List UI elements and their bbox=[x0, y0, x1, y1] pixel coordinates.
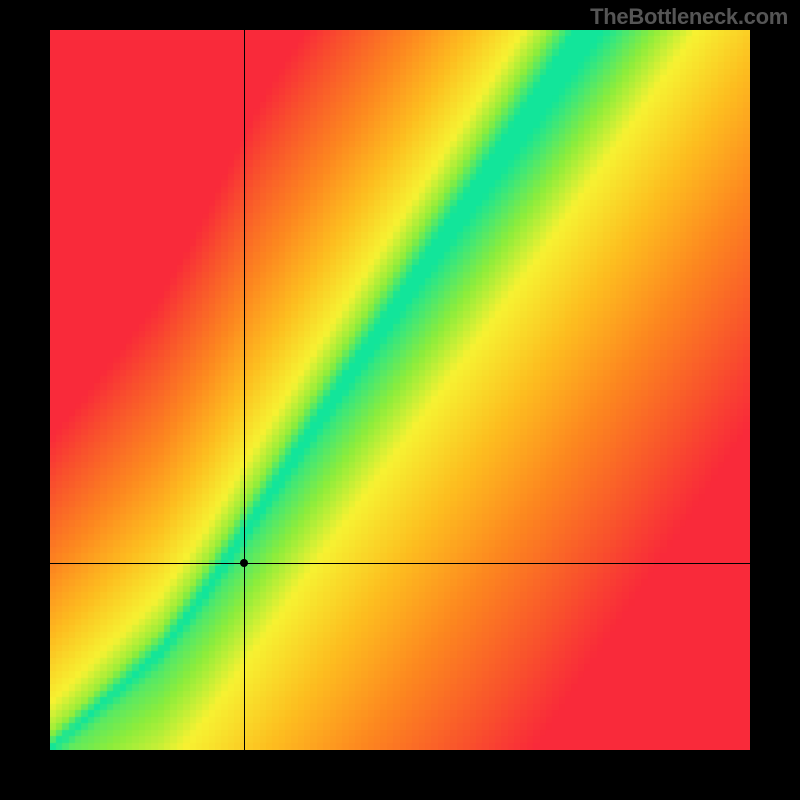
watermark-text: TheBottleneck.com bbox=[590, 4, 788, 30]
heatmap-canvas bbox=[50, 30, 750, 750]
crosshair-vertical bbox=[244, 30, 245, 750]
crosshair-marker bbox=[240, 559, 248, 567]
crosshair-horizontal bbox=[50, 563, 750, 564]
heatmap-plot bbox=[50, 30, 750, 750]
